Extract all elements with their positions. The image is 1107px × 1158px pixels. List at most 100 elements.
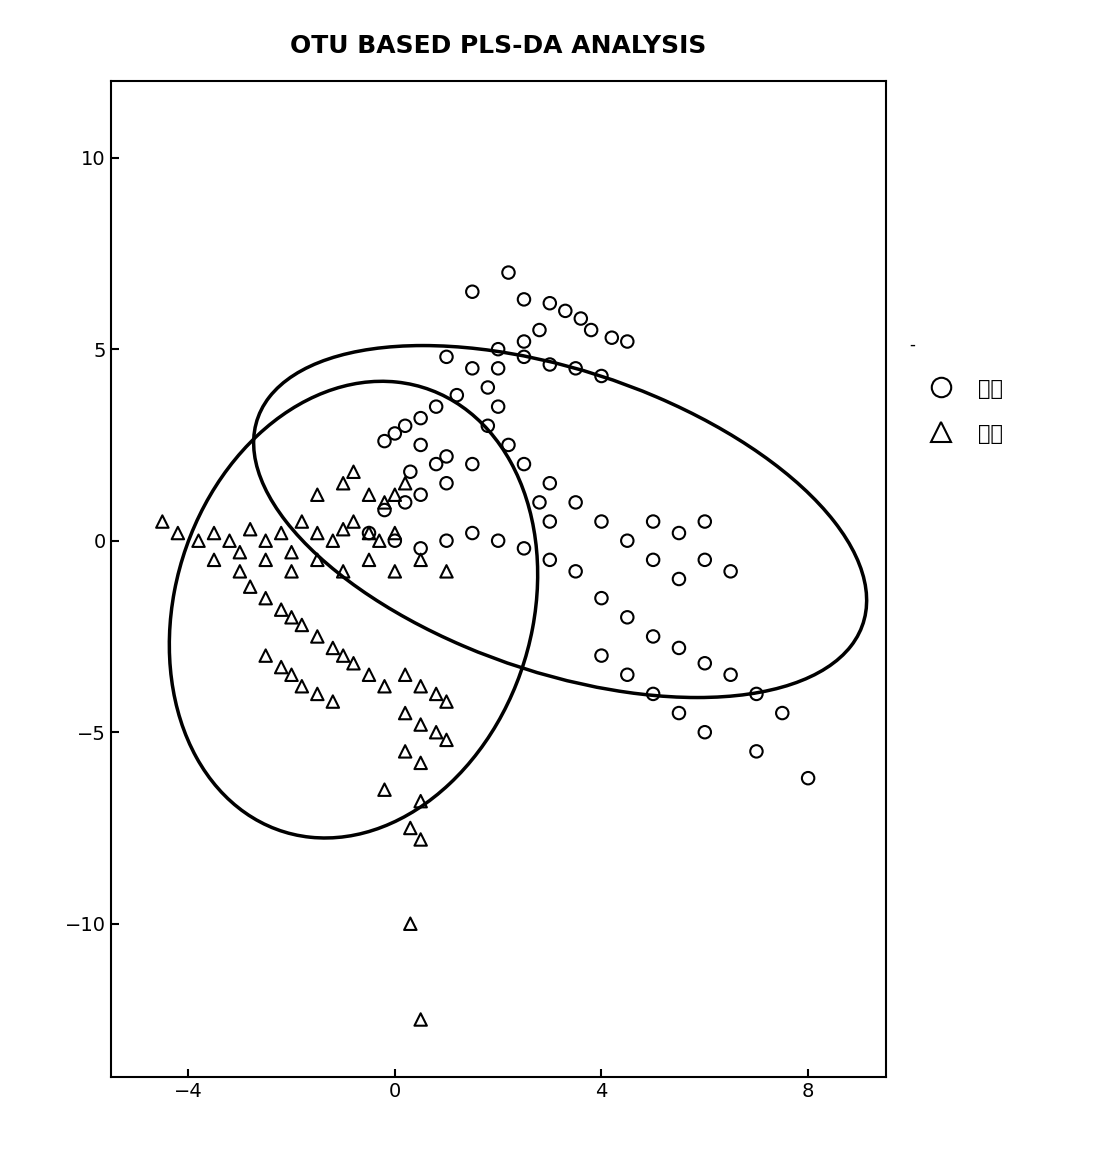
Point bbox=[386, 562, 404, 580]
Point bbox=[747, 684, 765, 703]
Point bbox=[541, 512, 559, 530]
Point bbox=[774, 704, 792, 723]
Point bbox=[412, 540, 430, 558]
Point bbox=[499, 263, 517, 281]
Point bbox=[375, 500, 393, 519]
Point bbox=[499, 435, 517, 454]
Text: -: - bbox=[909, 336, 914, 354]
Point bbox=[282, 543, 300, 562]
Point bbox=[375, 677, 393, 696]
Point bbox=[169, 523, 187, 542]
Point bbox=[344, 654, 362, 673]
Point bbox=[396, 666, 414, 684]
Point bbox=[402, 819, 420, 837]
Point bbox=[371, 532, 389, 550]
Point bbox=[437, 562, 455, 580]
Point bbox=[220, 532, 238, 550]
Point bbox=[515, 332, 532, 351]
Point bbox=[360, 523, 377, 542]
Point bbox=[412, 792, 430, 811]
Point bbox=[619, 532, 637, 550]
Point bbox=[386, 532, 404, 550]
Point bbox=[582, 321, 600, 339]
Point bbox=[644, 628, 662, 646]
Point bbox=[696, 723, 714, 741]
Point bbox=[375, 493, 393, 512]
Point bbox=[567, 359, 584, 378]
Point bbox=[334, 562, 352, 580]
Point bbox=[412, 1010, 430, 1028]
Point bbox=[530, 321, 548, 339]
Point bbox=[360, 550, 377, 569]
Point bbox=[396, 417, 414, 435]
Point bbox=[412, 677, 430, 696]
Point bbox=[241, 578, 259, 596]
Point bbox=[670, 570, 687, 588]
Point bbox=[241, 520, 259, 538]
Point bbox=[799, 769, 817, 787]
Legend: 膨胱, 賢盅: 膨胱, 賢盅 bbox=[911, 371, 1012, 452]
Point bbox=[557, 301, 575, 320]
Point bbox=[396, 742, 414, 761]
Point bbox=[412, 754, 430, 772]
Point bbox=[464, 283, 482, 301]
Point bbox=[334, 646, 352, 665]
Point bbox=[412, 409, 430, 427]
Point bbox=[257, 589, 275, 608]
Point bbox=[530, 493, 548, 512]
Point bbox=[541, 474, 559, 492]
Point bbox=[344, 462, 362, 481]
Point bbox=[402, 915, 420, 933]
Point bbox=[324, 692, 342, 711]
Point bbox=[489, 532, 507, 550]
Point bbox=[572, 309, 590, 328]
Point bbox=[515, 291, 532, 309]
Point bbox=[437, 532, 455, 550]
Point bbox=[412, 485, 430, 504]
Point bbox=[437, 692, 455, 711]
Point bbox=[324, 639, 342, 658]
Point bbox=[334, 520, 352, 538]
Point bbox=[386, 485, 404, 504]
Point bbox=[670, 704, 687, 723]
Point bbox=[360, 666, 377, 684]
Point bbox=[427, 723, 445, 741]
Point bbox=[386, 523, 404, 542]
Point bbox=[189, 532, 207, 550]
Point bbox=[293, 616, 311, 635]
Point bbox=[696, 550, 714, 569]
Point bbox=[309, 550, 327, 569]
Point bbox=[205, 550, 223, 569]
Point bbox=[309, 684, 327, 703]
Point bbox=[334, 474, 352, 492]
Point bbox=[375, 432, 393, 450]
Point bbox=[592, 589, 610, 608]
Point bbox=[489, 359, 507, 378]
Point bbox=[464, 359, 482, 378]
Point bbox=[272, 523, 290, 542]
Point bbox=[619, 608, 637, 626]
Point bbox=[722, 562, 739, 580]
Point bbox=[412, 435, 430, 454]
Point bbox=[644, 550, 662, 569]
Point bbox=[541, 550, 559, 569]
Point bbox=[644, 512, 662, 530]
Point bbox=[309, 523, 327, 542]
Point bbox=[309, 628, 327, 646]
Point bbox=[592, 646, 610, 665]
Point bbox=[257, 532, 275, 550]
Point bbox=[231, 562, 249, 580]
Point bbox=[402, 462, 420, 481]
Point bbox=[592, 512, 610, 530]
Point bbox=[309, 485, 327, 504]
Point bbox=[360, 485, 377, 504]
Point bbox=[437, 474, 455, 492]
Point bbox=[205, 523, 223, 542]
Point bbox=[567, 562, 584, 580]
Point bbox=[644, 684, 662, 703]
Point bbox=[670, 523, 687, 542]
Point bbox=[515, 347, 532, 366]
Point bbox=[541, 356, 559, 374]
Point bbox=[479, 379, 497, 397]
Point bbox=[515, 540, 532, 558]
